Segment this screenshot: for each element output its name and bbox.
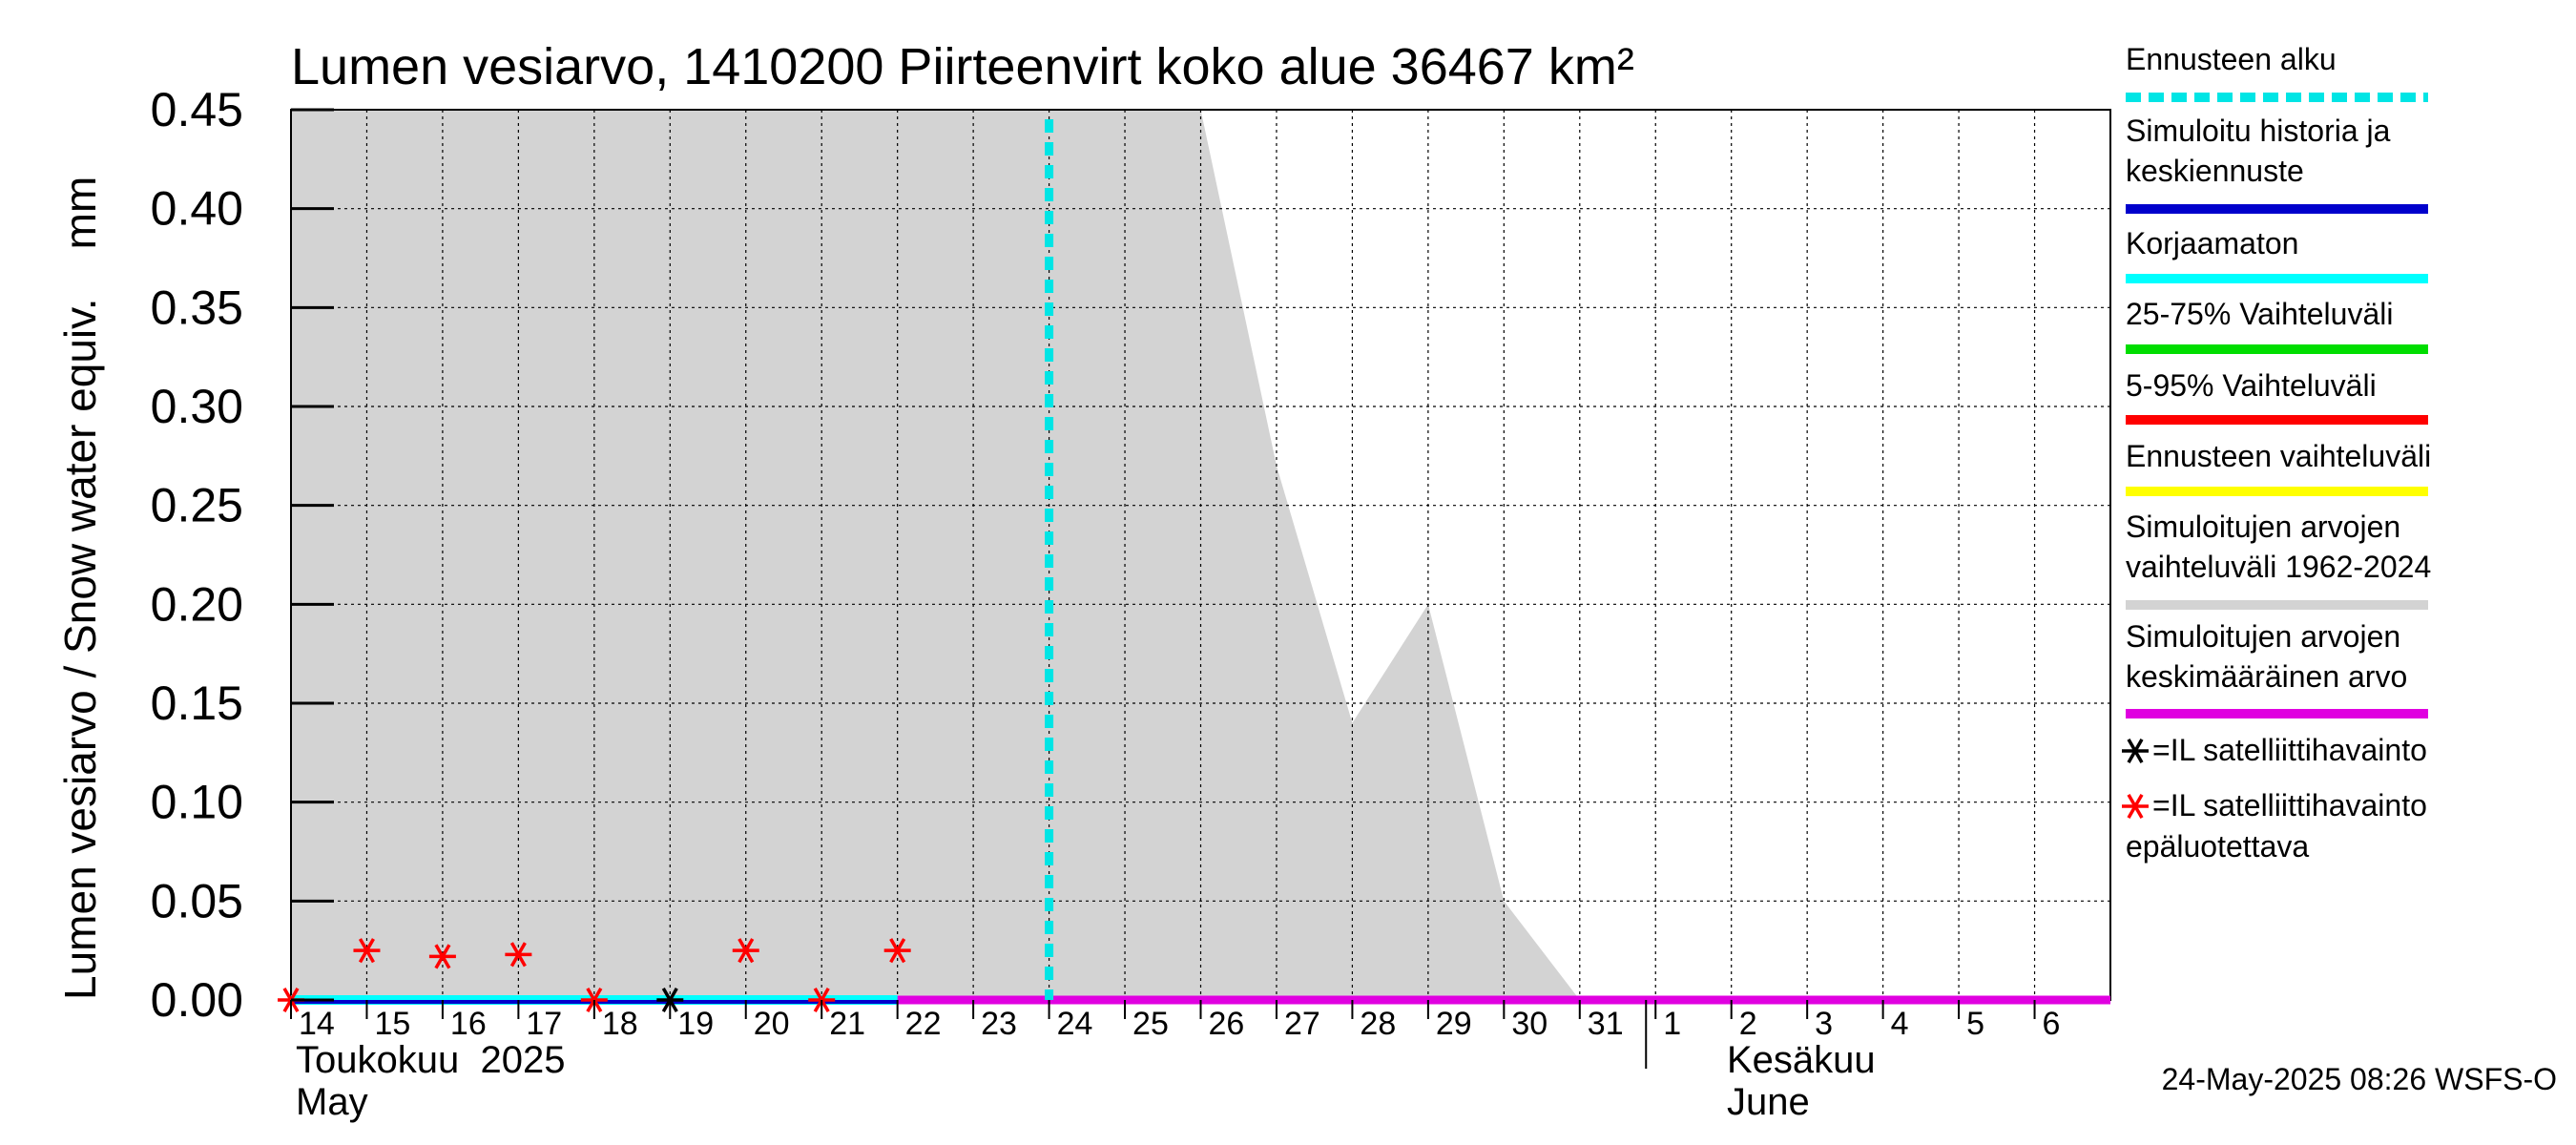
legend-label: 25-75% Vaihteluväli	[2126, 297, 2393, 331]
legend-label: Ennusteen alku	[2126, 42, 2337, 76]
x-tick-label: 18	[602, 1006, 638, 1042]
x-tick-label: 23	[981, 1006, 1017, 1042]
x-tick-label: 1	[1663, 1006, 1681, 1042]
x-tick-label: 5	[1966, 1006, 1984, 1042]
legend: Ennusteen alku Simuloitu historia ja keski…	[2122, 42, 2431, 864]
y-axis: 0.00 0.05 0.10 0.15 0.20 0.25 0.30 0.35 0.40 0.45	[151, 83, 334, 1027]
legend-label: Simuloitujen arvojen	[2126, 619, 2400, 654]
plot-area	[278, 109, 2111, 1013]
legend-label: keskiennuste	[2126, 154, 2304, 188]
y-tick-label: 0.15	[151, 677, 243, 730]
x-tick-label: 28	[1360, 1006, 1396, 1042]
month-label-may-fi: Toukokuu 2025	[296, 1039, 565, 1081]
x-tick-label: 2	[1739, 1006, 1757, 1042]
x-tick-label: 31	[1588, 1006, 1624, 1042]
satellite-obs-unreliable-marker	[353, 938, 381, 964]
x-tick-label: 24	[1057, 1006, 1093, 1042]
y-tick-label: 0.00	[151, 973, 243, 1027]
month-label-may-en: May	[296, 1081, 368, 1123]
x-tick-label: 16	[450, 1006, 487, 1042]
satellite-obs-unreliable-marker	[883, 938, 911, 964]
legend-label: Korjaamaton	[2126, 226, 2298, 260]
legend-marker-label: =IL satelliittihavainto	[2152, 788, 2427, 822]
legend-label: Ennusteen vaihteluväli	[2126, 439, 2431, 473]
satellite-obs-unreliable-marker	[732, 938, 759, 964]
legend-marker-icon	[2122, 793, 2149, 820]
legend-label: 5-95% Vaihteluväli	[2126, 368, 2377, 403]
x-axis: 14 15 16 17 18 19 20 21 22 23 24 25 26 27 28 29 30 31 1 2 3 4…	[290, 1000, 2061, 1069]
y-tick-label: 0.20	[151, 577, 243, 631]
x-tick-label: 26	[1209, 1006, 1245, 1042]
y-tick-label: 0.30	[151, 380, 243, 433]
legend-marker-label: =IL satelliittihavainto	[2152, 733, 2427, 767]
x-tick-label: 14	[299, 1006, 335, 1042]
x-tick-label: 20	[754, 1006, 790, 1042]
x-tick-label: 15	[374, 1006, 410, 1042]
legend-label: keskimääräinen arvo	[2126, 659, 2407, 694]
x-tick-label: 25	[1132, 1006, 1169, 1042]
x-tick-label: 27	[1284, 1006, 1320, 1042]
month-label-june-fi: Kesäkuu	[1727, 1039, 1876, 1081]
x-tick-label: 19	[677, 1006, 714, 1042]
x-tick-label: 6	[2043, 1006, 2061, 1042]
satellite-obs-unreliable-marker	[428, 944, 456, 969]
y-tick-label: 0.05	[151, 874, 243, 927]
legend-label: Simuloitu historia ja	[2126, 114, 2391, 148]
timestamp: 24-May-2025 08:26 WSFS-O	[2162, 1062, 2557, 1096]
y-tick-label: 0.10	[151, 776, 243, 829]
x-tick-label: 22	[905, 1006, 942, 1042]
y-axis-label: Lumen vesiarvo / Snow water equiv. mm	[55, 177, 105, 1000]
x-tick-label: 30	[1511, 1006, 1548, 1042]
x-tick-label: 17	[526, 1006, 562, 1042]
satellite-obs-unreliable-marker	[505, 942, 532, 968]
legend-label: vaihteluväli 1962-2024	[2126, 550, 2431, 584]
y-tick-label: 0.25	[151, 479, 243, 532]
x-tick-label: 21	[829, 1006, 865, 1042]
x-tick-label: 3	[1815, 1006, 1833, 1042]
x-tick-label: 4	[1891, 1006, 1909, 1042]
x-tick-label: 29	[1436, 1006, 1472, 1042]
month-label-june-en: June	[1727, 1081, 1810, 1123]
y-tick-label: 0.35	[151, 281, 243, 334]
chart-title: Lumen vesiarvo, 1410200 Piirteenvirt kok…	[291, 38, 1634, 95]
legend-marker-label: epäluotettava	[2126, 829, 2309, 864]
y-tick-label: 0.45	[151, 83, 243, 136]
legend-marker-icon	[2122, 738, 2149, 764]
y-tick-label: 0.40	[151, 182, 243, 236]
legend-label: Simuloitujen arvojen	[2126, 510, 2400, 544]
